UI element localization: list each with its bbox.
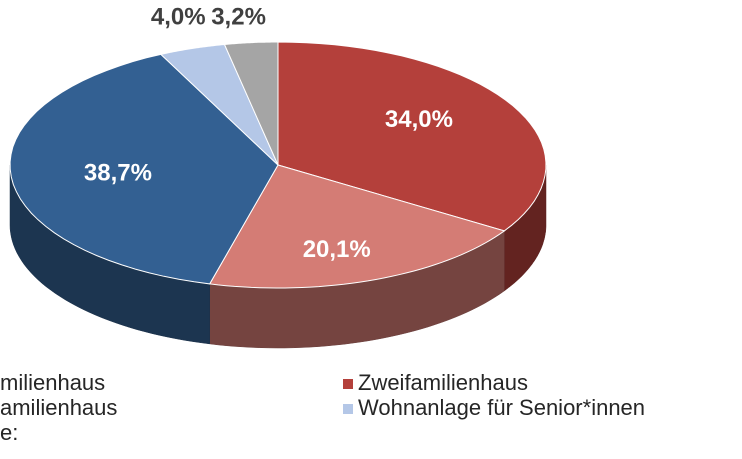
data-label: 20,1%	[303, 236, 371, 263]
pie-slice	[9, 53, 279, 285]
legend-label: e:	[0, 420, 18, 445]
legend-swatch	[343, 379, 353, 389]
pie-slice	[223, 41, 279, 166]
pie-slice	[208, 164, 506, 289]
data-label: 3,2%	[211, 3, 266, 30]
legend-swatch	[343, 404, 353, 414]
data-label: 34,0%	[385, 106, 453, 133]
data-label: 38,7%	[84, 159, 152, 186]
legend-label: amilienhaus	[0, 395, 117, 420]
data-label: 4,0%	[151, 3, 206, 30]
pie-tops	[9, 41, 547, 289]
pie-slice	[277, 41, 547, 232]
legend-label: Zweifamilienhaus	[358, 370, 528, 395]
pie-slice	[159, 43, 279, 166]
legend-label: Wohnanlage für Senior*innen	[358, 395, 645, 420]
legend-label: milienhaus	[0, 370, 105, 395]
